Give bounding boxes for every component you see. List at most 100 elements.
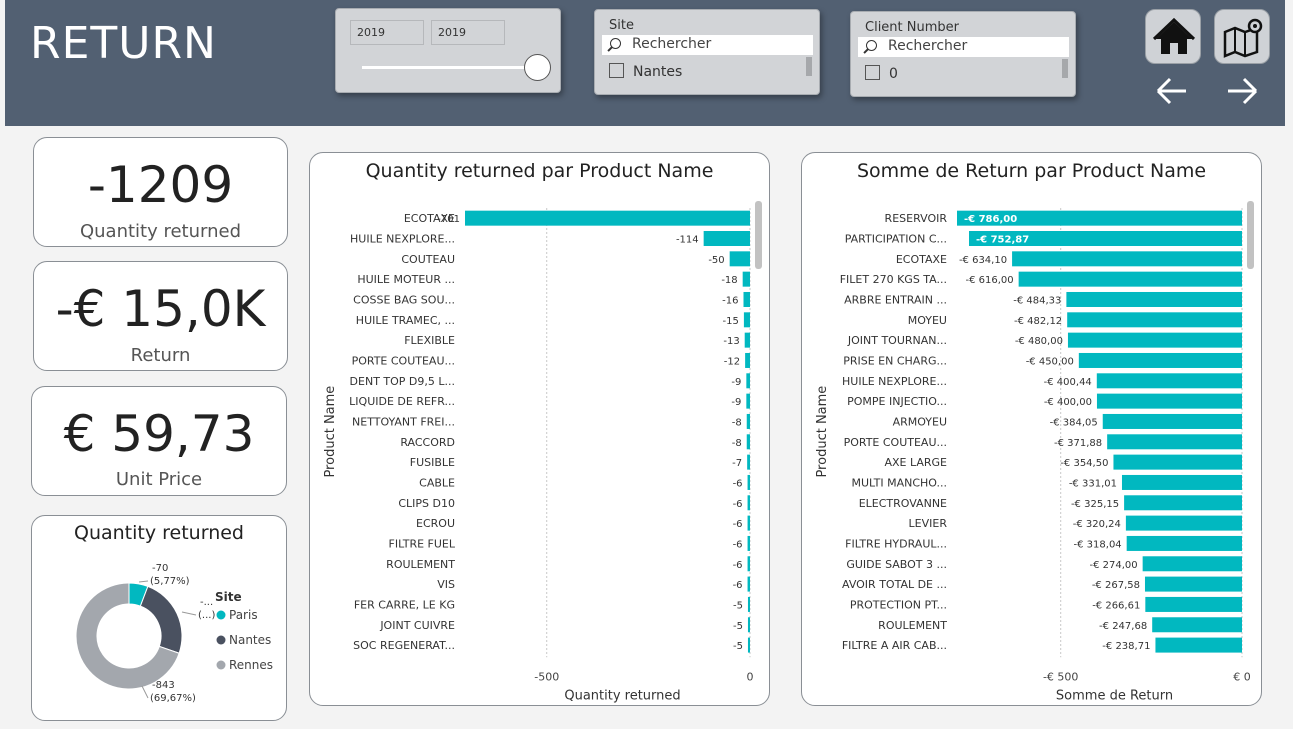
kpi-value: -€ 15,0K — [55, 280, 266, 338]
forward-arrow-icon[interactable] — [1224, 75, 1260, 107]
site-slicer: Site Rechercher Nantes — [594, 9, 820, 95]
data-label: -6 — [733, 478, 743, 489]
data-label: -€ 266,61 — [1092, 600, 1140, 611]
data-label: -13 — [723, 336, 739, 347]
kpi-label: Unit Price — [115, 469, 203, 490]
donut-pct-label: (5,77%) — [150, 576, 190, 587]
data-label: -6 — [733, 580, 743, 591]
kpi-label: Quantity returned — [79, 221, 242, 242]
category-label: CABLE — [419, 476, 455, 489]
y-axis-title: Product Name — [323, 386, 338, 478]
data-label: -5 — [733, 600, 743, 611]
bar — [1067, 312, 1242, 328]
donut-chart-card: Quantity returned -70 (5,77%) -... (...) -84… — [31, 515, 287, 721]
bar — [1145, 596, 1242, 612]
bar — [465, 210, 750, 226]
donut-pct-label: (...) — [198, 610, 215, 621]
bar-chart-return-card: Somme de Return par Product Name -€ 500 €… — [801, 152, 1262, 706]
bar — [1067, 332, 1242, 348]
category-label: RESERVOIR — [885, 212, 948, 225]
legend-title: Site — [215, 590, 242, 604]
year-slider-track[interactable] — [362, 66, 537, 69]
data-label: -€ 480,00 — [1015, 336, 1063, 347]
bar — [746, 413, 750, 429]
bar — [1142, 556, 1242, 572]
data-label: -8 — [732, 417, 742, 428]
bar — [746, 393, 750, 409]
client-slicer-scrollbar[interactable] — [1062, 59, 1068, 78]
category-label: ARBRE ENTRAIN ... — [844, 293, 947, 306]
donut-data-label: -70 — [152, 563, 168, 574]
legend-item-nantes: Nantes — [229, 633, 271, 647]
map-button[interactable] — [1214, 9, 1270, 64]
category-label: JOINT CUIVRE — [379, 619, 455, 632]
category-label: MULTI MANCHO... — [851, 476, 947, 489]
client-search-placeholder: Rechercher — [888, 38, 968, 54]
header-bar: RETURN 2019 2019 Site Rechercher Nantes … — [5, 0, 1285, 126]
category-label: AXE LARGE — [884, 456, 947, 469]
legend-marker — [216, 660, 226, 670]
kpi-label: Return — [130, 345, 191, 366]
data-label: -€ 320,24 — [1073, 519, 1121, 530]
client-search-input[interactable]: Rechercher — [858, 37, 1069, 57]
home-button[interactable] — [1145, 9, 1201, 64]
data-label: -5 — [733, 641, 743, 652]
site-option-nantes[interactable]: Nantes — [609, 63, 682, 80]
data-label: -€ 325,15 — [1071, 499, 1119, 510]
bar — [1096, 373, 1242, 389]
bar — [743, 291, 750, 307]
checkbox[interactable] — [609, 63, 624, 78]
bar — [747, 495, 750, 511]
data-label: -€ 400,00 — [1044, 397, 1092, 408]
client-option-0[interactable]: 0 — [865, 65, 898, 82]
scrollbar-thumb — [1247, 201, 1254, 269]
site-search-input[interactable]: Rechercher — [602, 35, 813, 55]
donut-chart: -70 (5,77%) -... (...) -843 (69,67%) Site Paris… — [75, 563, 273, 704]
bar — [747, 474, 750, 490]
site-slicer-scrollbar[interactable] — [806, 57, 812, 76]
category-label: AVOIR TOTAL DE ... — [842, 578, 947, 591]
search-icon — [610, 38, 621, 49]
chart-title: Quantity returned par Product Name — [365, 160, 714, 182]
data-label: -€ 331,01 — [1069, 478, 1117, 489]
year-slicer[interactable]: 2019 2019 — [335, 8, 561, 93]
category-label: POMPE INJECTIO... — [847, 395, 947, 408]
category-label: COUTEAU — [401, 253, 455, 266]
bar — [1018, 271, 1242, 287]
checkbox[interactable] — [865, 65, 880, 80]
data-label: -9 — [731, 397, 741, 408]
year-from-input[interactable]: 2019 — [350, 20, 424, 45]
year-to-input[interactable]: 2019 — [431, 20, 505, 45]
category-label: NETTOYANT FREI... — [352, 415, 455, 428]
x-tick-label: 0 — [747, 670, 754, 683]
x-tick-label: -500 — [534, 670, 559, 683]
category-label: JOINT TOURNAN... — [847, 334, 947, 347]
bar — [1012, 251, 1242, 267]
site-slicer-title: Site — [609, 18, 634, 33]
back-arrow-icon[interactable] — [1154, 75, 1190, 107]
donut-slice-nantes — [139, 585, 183, 654]
donut-leader-line — [138, 580, 149, 583]
bar — [1144, 576, 1242, 592]
category-label: HUILE NEXPLORE... — [842, 375, 947, 388]
data-label: -€ 274,00 — [1090, 560, 1138, 571]
data-label: -€ 450,00 — [1026, 356, 1074, 367]
donut-data-label: -843 — [152, 680, 175, 691]
data-label: -9 — [731, 377, 741, 388]
client-option-label: 0 — [889, 66, 898, 82]
kpi-card-return: -€ 15,0K Return — [33, 261, 288, 371]
category-label: FILTRE FUEL — [389, 537, 456, 550]
scrollbar-thumb — [755, 201, 762, 269]
data-label: -€ 238,71 — [1102, 641, 1150, 652]
x-tick-label: -€ 500 — [1043, 670, 1078, 683]
bar — [1113, 454, 1242, 470]
bar — [744, 332, 750, 348]
year-slider-handle[interactable] — [524, 54, 551, 81]
category-label: PROTECTION PT... — [850, 598, 947, 611]
data-label: -€ 616,00 — [966, 275, 1014, 286]
category-label: HUILE NEXPLORE... — [350, 232, 455, 245]
category-label: HUILE TRAMEC, ... — [356, 314, 455, 327]
home-icon — [1152, 17, 1196, 54]
bar — [1124, 495, 1242, 511]
